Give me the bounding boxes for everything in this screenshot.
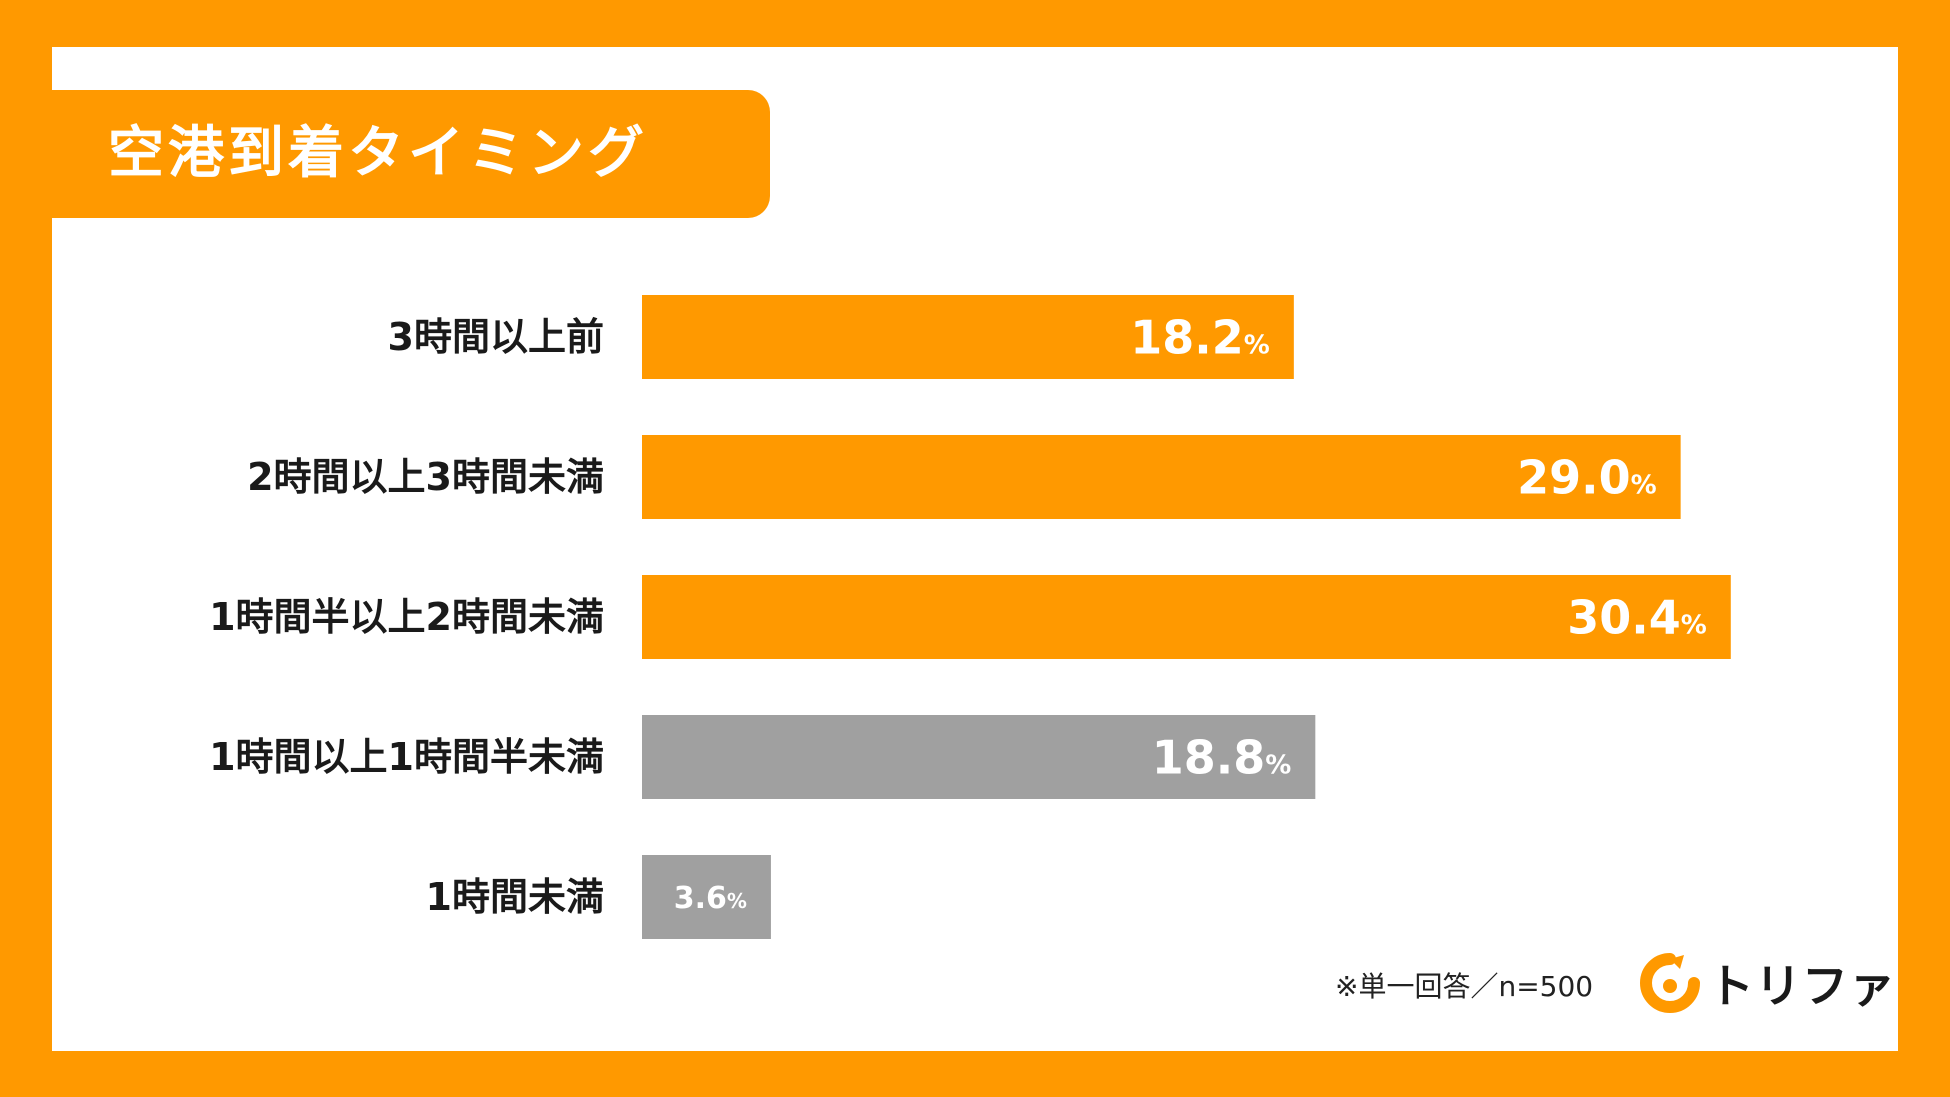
chart-panel: 空港到着タイミング 3時間以上前 18.2% 2時間以上3時間未満 29.0% 1時間半… bbox=[52, 47, 1898, 1051]
category-label: 2時間以上3時間未満 bbox=[247, 455, 604, 499]
value-number: 3.6 bbox=[674, 881, 727, 916]
category-label: 3時間以上前 bbox=[388, 315, 604, 359]
value-number: 29.0 bbox=[1517, 451, 1631, 505]
value-unit: % bbox=[727, 889, 747, 913]
title-banner: 空港到着タイミング bbox=[52, 90, 770, 218]
value-label: 3.6% bbox=[674, 881, 747, 916]
bar bbox=[642, 295, 1294, 379]
value-unit: % bbox=[1265, 751, 1291, 781]
category-label: 1時間半以上2時間未満 bbox=[209, 595, 604, 639]
chart-title: 空港到着タイミング bbox=[108, 121, 648, 186]
value-label: 29.0% bbox=[1517, 451, 1657, 505]
footnote: ※単一回答／n=500 bbox=[1335, 970, 1594, 1003]
bar bbox=[642, 575, 1731, 659]
brand-logo: トリファ bbox=[1640, 953, 1896, 1013]
value-unit: % bbox=[1244, 331, 1270, 361]
value-label: 30.4% bbox=[1567, 591, 1707, 645]
category-label: 1時間以上1時間半未満 bbox=[209, 735, 604, 779]
value-unit: % bbox=[1681, 611, 1707, 641]
value-number: 30.4 bbox=[1567, 591, 1681, 645]
value-label: 18.8% bbox=[1152, 731, 1292, 785]
bar bbox=[642, 435, 1681, 519]
bar-chart: 3時間以上前 18.2% 2時間以上3時間未満 29.0% 1時間半以上2時間未満 30.… bbox=[209, 295, 1731, 939]
value-number: 18.8 bbox=[1152, 731, 1266, 785]
bar bbox=[642, 855, 771, 939]
category-label: 1時間未満 bbox=[426, 875, 604, 919]
value-number: 18.2 bbox=[1130, 311, 1244, 365]
logo-text: トリファ bbox=[1708, 959, 1896, 1013]
bar bbox=[642, 715, 1316, 799]
value-unit: % bbox=[1631, 471, 1657, 501]
trifa-logo-icon bbox=[1640, 953, 1700, 1013]
value-label: 18.2% bbox=[1130, 311, 1270, 365]
